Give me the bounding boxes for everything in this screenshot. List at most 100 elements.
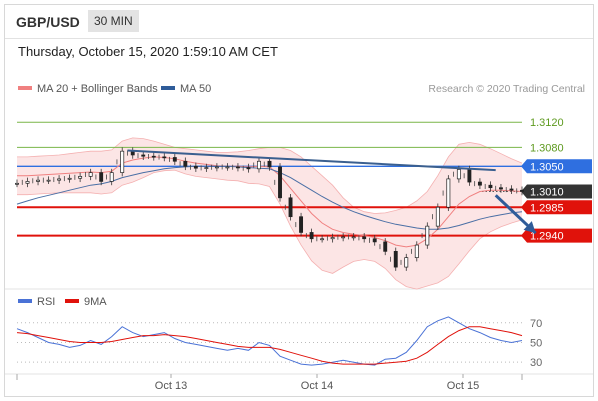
x-tick-label-0: Oct 13 (155, 380, 187, 392)
candle (235, 163, 244, 172)
rsi-9ma-line (16, 326, 523, 365)
price-level-label-5: 1.2940 (530, 231, 564, 243)
candle (320, 234, 328, 243)
candle-body (425, 225, 430, 246)
candle (57, 175, 65, 184)
timestamp-label: Thursday, October 15, 2020 1:59:10 AM CE… (18, 44, 278, 59)
candle-body (299, 216, 304, 233)
candle-body (235, 166, 240, 169)
bollinger-lower-line (17, 169, 523, 290)
price-level-label-0: 1.3120 (530, 117, 564, 129)
candle-body (288, 197, 293, 218)
candle-body (109, 172, 114, 182)
candle (477, 178, 486, 189)
candle (162, 153, 170, 162)
legend-label-1: MA 50 (180, 83, 211, 95)
rsi-legend-swatch-1 (65, 299, 79, 303)
candle (36, 176, 44, 186)
x-tick-label-1: Oct 14 (301, 380, 333, 392)
candle-body (404, 257, 409, 268)
candle-body (257, 160, 261, 170)
candle-body (341, 236, 346, 239)
candle-body (509, 188, 514, 191)
rsi-line (16, 316, 523, 366)
candle-body (362, 236, 367, 240)
rsi-legend-label-0: RSI (37, 296, 55, 308)
candle (393, 247, 402, 271)
price-level-tag-3 (521, 184, 592, 199)
candle-body (414, 244, 419, 259)
candle-body (120, 150, 125, 173)
candle (435, 190, 444, 230)
candle-body (278, 166, 282, 199)
candle (288, 194, 297, 228)
legend-label-0: MA 20 + Bollinger Bands (37, 83, 158, 95)
rsi-legend-label-1: 9MA (84, 296, 107, 308)
candle-body (36, 179, 40, 182)
candle-body (225, 166, 230, 169)
candle (99, 168, 107, 186)
credit-label: Research © 2020 Trading Central (428, 83, 585, 95)
candle-body (99, 172, 104, 182)
candle-body (193, 165, 198, 169)
candle-body (162, 156, 167, 159)
currency-pair-title: GBP/USD (16, 14, 80, 30)
candle (372, 234, 381, 250)
candle-body (435, 206, 440, 227)
candle-body (57, 178, 62, 181)
candle-body (467, 169, 472, 183)
candle-body (15, 182, 19, 185)
candle (204, 163, 213, 172)
candle-body (214, 166, 219, 169)
candle (88, 168, 97, 181)
candle-body (67, 177, 72, 180)
candle (383, 238, 391, 262)
candle-body (309, 232, 314, 240)
candle-body (393, 251, 398, 268)
candle (330, 233, 339, 243)
candle (246, 162, 255, 173)
candle-body (88, 172, 93, 177)
candle-body (25, 181, 30, 184)
candle-body (46, 179, 51, 182)
candle (78, 171, 86, 183)
candle-body (477, 181, 482, 186)
price-level-label-3: 1.3010 (530, 187, 564, 199)
candle (67, 174, 76, 183)
chart-header: GBP/USD 30 MIN (5, 5, 593, 39)
candle (183, 157, 191, 171)
candle (120, 147, 128, 177)
price-level-tag-2 (521, 159, 592, 174)
candle-body (488, 184, 493, 189)
price-level-label-4: 1.2985 (530, 202, 564, 214)
candle-body (383, 241, 388, 252)
candle (362, 233, 370, 243)
price-level-tag-5 (521, 228, 592, 243)
rsi-legend-swatch-0 (18, 299, 32, 303)
rsi-tick-label-2: 30 (530, 357, 542, 369)
candle-body (172, 157, 177, 162)
candle-body (351, 236, 356, 239)
candle-body (246, 167, 251, 170)
candle (414, 233, 423, 262)
candle (278, 163, 286, 210)
candle (509, 185, 518, 195)
resistance-trendline (127, 149, 496, 172)
candle (109, 159, 118, 186)
price-level-tag-4 (521, 200, 592, 215)
candle (499, 183, 507, 193)
legend-swatch-1 (161, 86, 175, 90)
candle (446, 171, 455, 212)
candle (25, 177, 34, 188)
candle-body (320, 238, 325, 241)
price-level-label-1: 1.3080 (530, 142, 564, 154)
candle (214, 163, 223, 172)
candle (425, 214, 433, 249)
candle-body (330, 237, 335, 240)
candle (341, 233, 349, 242)
timeframe-button[interactable]: 30 MIN (88, 10, 139, 32)
candle-body (141, 154, 146, 157)
candle (520, 186, 524, 196)
candle-body (446, 178, 451, 208)
